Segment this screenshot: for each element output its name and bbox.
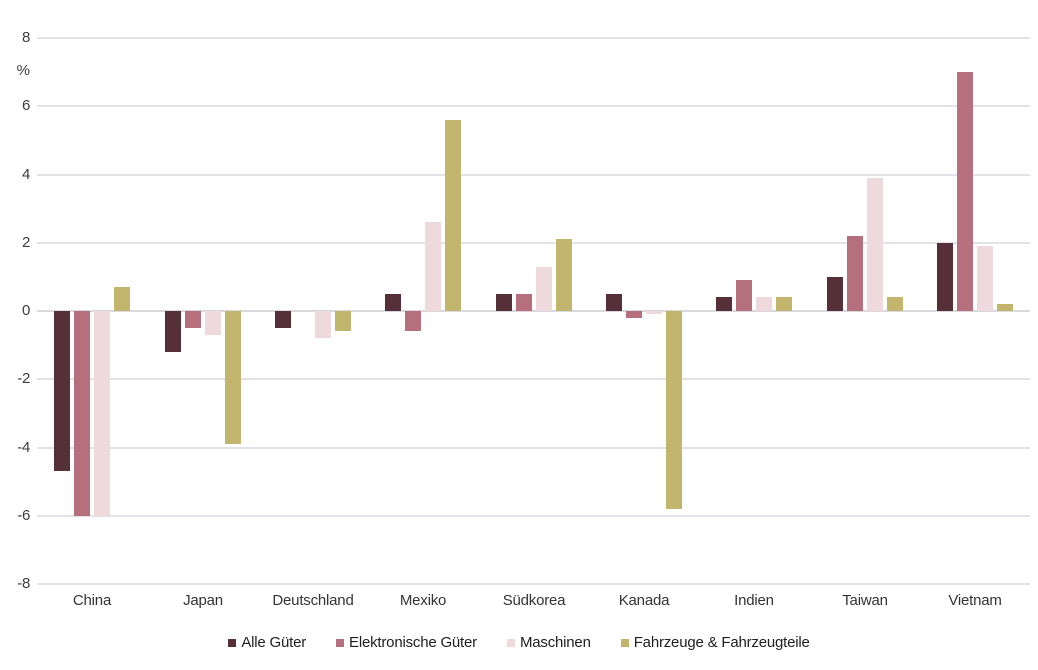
gridline xyxy=(37,514,1030,517)
bar-indien-series-3 xyxy=(776,297,792,312)
legend-label: Maschinen xyxy=(519,634,591,651)
bar-vietnam-series-1 xyxy=(957,72,973,312)
y-tick-label: 0 xyxy=(21,302,30,319)
bar-china-series-2 xyxy=(94,311,110,516)
bar-vietnam-series-2 xyxy=(977,246,993,312)
x-tick-label-japan: Japan xyxy=(183,592,223,609)
bar-vietnam-series-0 xyxy=(937,242,953,311)
bar-südkorea-series-1 xyxy=(516,293,532,311)
legend-label: Alle Güter xyxy=(241,634,307,651)
x-tick-label-china: China xyxy=(72,592,112,609)
legend: Alle Güter Elektronische Güter Maschinen Fa… xyxy=(0,634,1038,651)
y-tick-label: -4 xyxy=(17,438,30,456)
legend-swatch-icon xyxy=(336,638,345,647)
gridline xyxy=(37,105,1030,108)
bar-südkorea-series-2 xyxy=(536,266,552,311)
legend-label: Elektronische Güter xyxy=(349,634,477,651)
x-tick-label-taiwan: Taiwan xyxy=(842,592,888,609)
bar-indien-series-2 xyxy=(756,297,772,312)
bar-indien-series-1 xyxy=(736,280,752,312)
legend-swatch-icon xyxy=(506,638,515,647)
bar-taiwan-series-0 xyxy=(827,276,843,311)
bar-kanada-series-0 xyxy=(606,293,622,311)
bar-japan-series-0 xyxy=(165,311,181,352)
bar-vietnam-series-3 xyxy=(997,304,1013,312)
y-tick-label: -8 xyxy=(17,575,30,592)
bar-indien-series-0 xyxy=(716,297,732,312)
legend-swatch-icon xyxy=(228,638,237,647)
legend-swatch-icon xyxy=(620,638,629,647)
bar-deutschland-series-0 xyxy=(275,311,291,328)
legend-item: Maschinen xyxy=(506,634,591,651)
x-tick-label-kanada: Kanada xyxy=(618,592,670,609)
bar-kanada-series-3 xyxy=(666,311,682,509)
x-tick-label-südkorea: Südkorea xyxy=(502,592,566,609)
bar-kanada-series-1 xyxy=(626,311,642,318)
bar-japan-series-1 xyxy=(185,311,201,328)
bar-china-series-0 xyxy=(54,311,70,471)
bar-taiwan-series-3 xyxy=(887,297,903,312)
x-tick-label-mexiko: Mexiko xyxy=(399,592,447,609)
bar-südkorea-series-0 xyxy=(496,293,512,311)
bar-china-series-3 xyxy=(114,287,130,312)
bar-taiwan-series-1 xyxy=(847,235,863,311)
bar-deutschland-series-3 xyxy=(335,311,351,331)
legend-label: Fahrzeuge & Fahrzeugteile xyxy=(633,634,810,651)
gridline xyxy=(37,583,1030,585)
bar-südkorea-series-3 xyxy=(556,239,572,312)
bar-mexiko-series-3 xyxy=(445,119,461,311)
y-tick-label: -6 xyxy=(17,506,30,524)
x-tick-label-indien: Indien xyxy=(734,592,774,609)
legend-item: Alle Güter xyxy=(228,634,306,651)
gridline xyxy=(37,378,1030,381)
bar-deutschland-series-2 xyxy=(315,311,331,338)
y-tick-label: 8 xyxy=(21,29,30,46)
legend-item: Fahrzeuge & Fahrzeugteile xyxy=(620,634,810,651)
gridline xyxy=(37,37,1030,39)
y-tick-label: 2 xyxy=(21,233,30,251)
bar-mexiko-series-0 xyxy=(385,293,401,311)
bar-mexiko-series-1 xyxy=(405,311,421,331)
legend-item: Elektronische Güter xyxy=(336,634,477,651)
gridline xyxy=(37,173,1030,176)
y-tick-label: -2 xyxy=(17,370,30,388)
gridline xyxy=(37,446,1030,449)
bar-kanada-series-2 xyxy=(646,311,662,314)
bar-taiwan-series-2 xyxy=(867,177,883,311)
plot-area xyxy=(37,37,1030,585)
bar-china-series-1 xyxy=(74,311,90,516)
bar-japan-series-2 xyxy=(205,311,221,335)
bar-mexiko-series-2 xyxy=(425,222,441,312)
gridline xyxy=(37,241,1030,244)
zero-gridline xyxy=(37,310,1030,312)
x-tick-label-deutschland: Deutschland xyxy=(272,592,354,609)
y-tick-label: 4 xyxy=(21,165,30,183)
x-tick-label-vietnam: Vietnam xyxy=(948,592,1002,609)
y-tick-label: 6 xyxy=(21,97,30,115)
y-axis-unit-label: % xyxy=(16,62,30,79)
bar-japan-series-3 xyxy=(225,311,241,444)
